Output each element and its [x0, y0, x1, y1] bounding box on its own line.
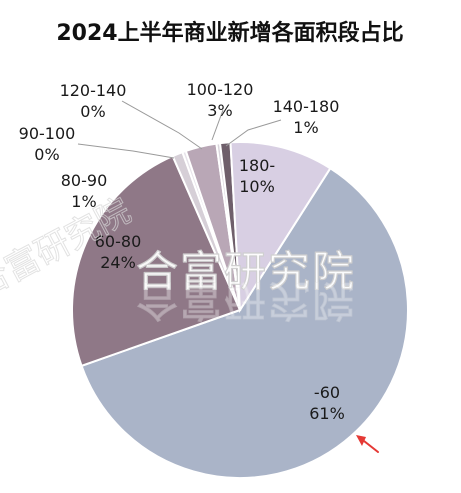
leader-line: [225, 119, 282, 147]
data-label-group: 60-80 24%: [95, 232, 142, 272]
leader-lines: [77, 100, 282, 159]
slice-percent-label: 1%: [71, 192, 96, 211]
annotation-layer: [356, 435, 379, 453]
leader-line: [121, 100, 203, 150]
red-arrow-head: [356, 435, 366, 446]
pie-slice-180: [229, 141, 332, 314]
data-label-group: 100-120 3%: [187, 80, 254, 120]
slice-category-label: 180-: [239, 156, 275, 175]
slice-percent-label: 24%: [100, 253, 136, 272]
data-label-group: 140-180 1%: [273, 97, 340, 137]
slice-category-label: -60: [314, 383, 340, 402]
pie-slice-60: [80, 166, 409, 479]
slice-category-label: 80-90: [61, 171, 108, 190]
slice-category-label: 100-120: [187, 80, 254, 99]
slice-percent-label: 3%: [207, 101, 232, 120]
red-arrow-shaft: [363, 440, 379, 453]
data-label-group: 180- 10%: [239, 156, 275, 196]
leader-line: [211, 109, 224, 141]
slice-category-label: 140-180: [273, 97, 340, 116]
data-label-group: 120-140 0%: [60, 81, 127, 121]
slice-category-label: 120-140: [60, 81, 127, 100]
leader-line: [77, 143, 175, 159]
slice-percent-label: 0%: [34, 145, 59, 164]
watermark-reflection: 合富研究院: [136, 276, 356, 325]
watermark-text: 合富研究院: [136, 247, 356, 296]
slice-category-label: 60-80: [95, 232, 142, 251]
pie-layer: [71, 141, 409, 479]
slice-percent-label: 61%: [309, 404, 345, 423]
chart-title: 2024上半年商业新增各面积段占比: [56, 20, 403, 46]
pie-slice-60-80: [71, 154, 242, 368]
data-label-group: 90-100 0%: [19, 124, 76, 164]
slice-labels: -6061%60-8024%80-901%90-1000%100-1203%12…: [19, 80, 345, 423]
slice-percent-label: 10%: [239, 177, 275, 196]
data-label-group: 80-90 1%: [61, 171, 108, 211]
slice-category-label: 90-100: [19, 124, 76, 143]
slice-percent-label: 1%: [293, 118, 318, 137]
slice-percent-label: 0%: [80, 102, 105, 121]
